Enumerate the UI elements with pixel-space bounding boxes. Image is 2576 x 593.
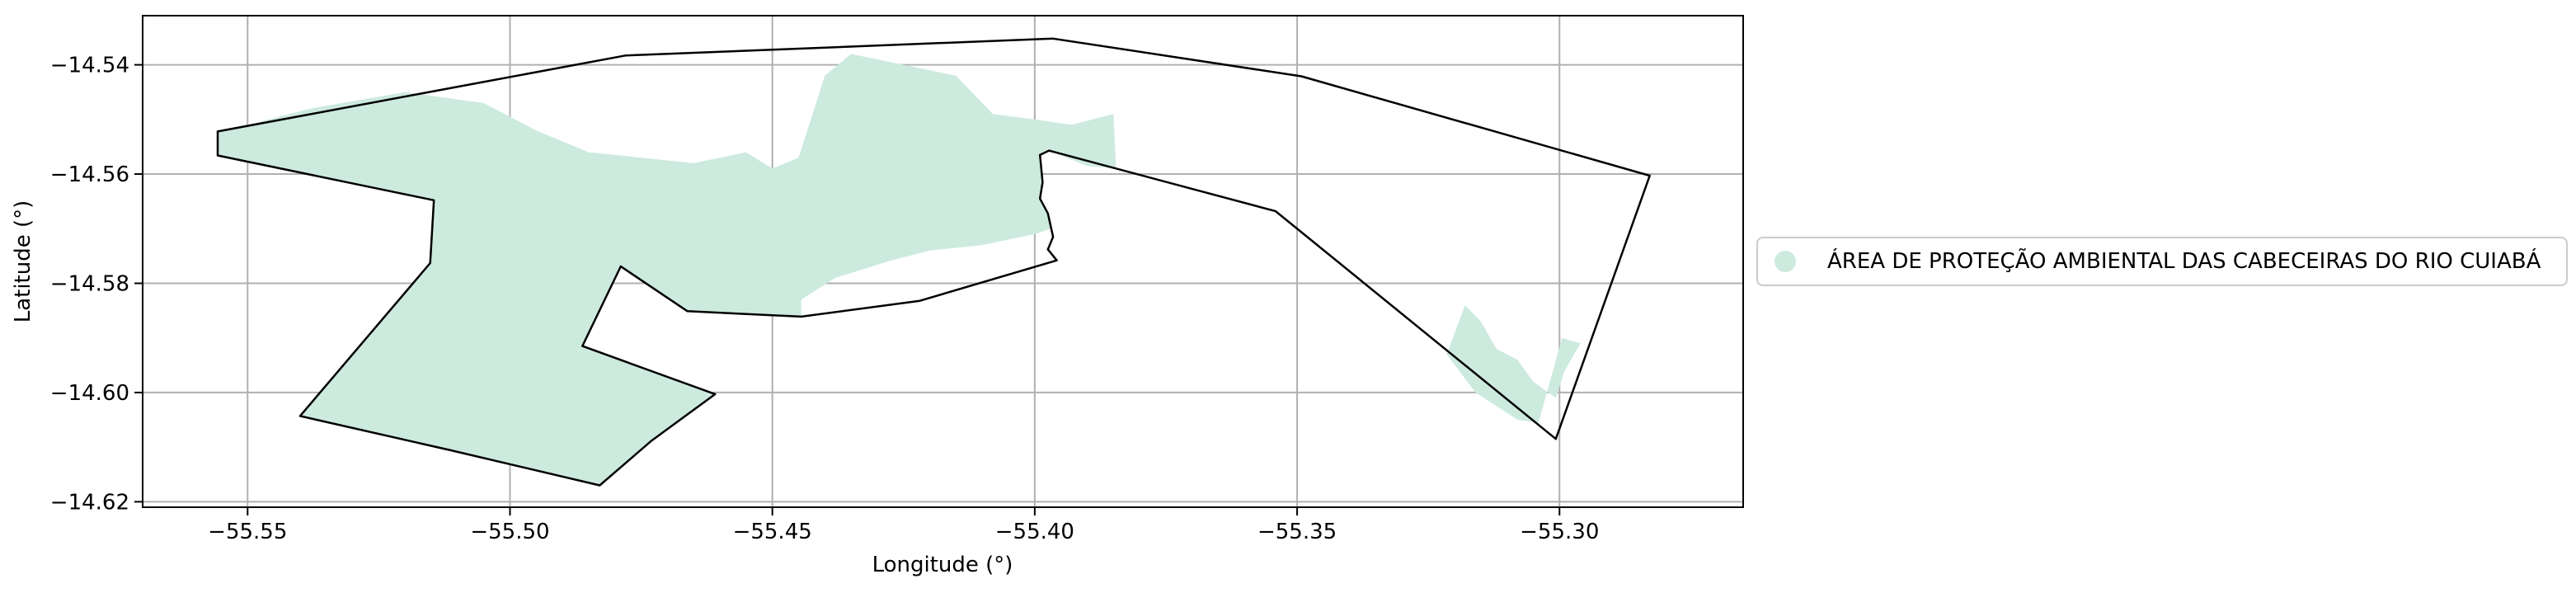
y-tick-label: −14.56 [50,162,129,187]
y-tick-label: −14.60 [50,381,129,406]
protected-area-polygon [218,54,1116,486]
x-tick-label: −55.55 [208,520,287,544]
y-axis-label: Latitude (°) [11,200,35,323]
x-tick-label: −55.50 [470,520,549,544]
x-tick-label: −55.45 [733,520,812,544]
x-tick-label: −55.40 [995,520,1074,544]
x-tick-label: −55.30 [1520,520,1599,544]
protected-area-polygon [1446,305,1581,423]
y-tick-label: −14.62 [50,490,129,515]
protected-area-layer [218,54,1581,486]
y-tick-label: −14.54 [50,54,129,78]
legend: ÁREA DE PROTEÇÃO AMBIENTAL DAS CABECEIRA… [1756,237,2568,286]
x-axis-label: Longitude (°) [872,553,1013,577]
legend-marker [1775,251,1796,272]
plot-frame [142,15,1744,508]
y-axis: −14.54 −14.56 −14.58 −14.60 −14.62 [50,54,143,515]
x-axis: −55.55 −55.50 −55.45 −55.40 −55.35 −55.30 [208,507,1599,544]
boundary-layer [216,37,1651,487]
legend-label: ÁREA DE PROTEÇÃO AMBIENTAL DAS CABECEIRA… [1827,249,2541,274]
boundary-outline [216,37,1651,487]
x-tick-label: −55.35 [1257,520,1337,544]
y-tick-label: −14.58 [50,271,129,296]
